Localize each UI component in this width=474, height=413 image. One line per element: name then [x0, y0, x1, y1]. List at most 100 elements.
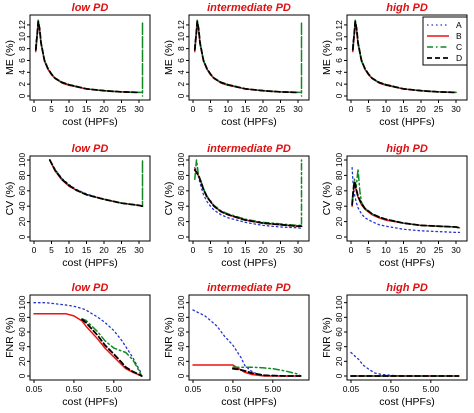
plot-frame [346, 294, 468, 381]
x-tick-label: 15 [241, 245, 251, 255]
plot-frame [188, 14, 310, 101]
x-axis-label: cost (HPFs) [379, 257, 434, 269]
x-tick-label: 20 [416, 245, 426, 255]
x-tick-label: 0.50 [383, 384, 400, 394]
panel-title: intermediate PD [207, 2, 291, 14]
y-tick-label: 12 [176, 20, 186, 30]
y-tick-label: 100 [17, 153, 27, 167]
y-axis-label: FNR (%) [163, 317, 175, 358]
x-tick-label: 5 [366, 104, 371, 114]
y-tick-label: 60 [176, 327, 186, 337]
series-line-A [194, 167, 303, 230]
x-tick-label: 30 [451, 245, 461, 255]
y-tick-label: 40 [334, 201, 344, 211]
x-tick-label: 10 [381, 104, 391, 114]
legend-label: C [456, 42, 462, 52]
x-tick-label: 20 [99, 104, 109, 114]
series-group [33, 302, 143, 377]
y-tick-label: 60 [334, 186, 344, 196]
y-axis-label: ME (%) [321, 40, 333, 75]
x-tick-label: 5 [49, 104, 54, 114]
x-tick-label: 30 [293, 245, 303, 255]
x-tick-label: 20 [258, 104, 268, 114]
y-tick-label: 100 [176, 295, 186, 309]
panel-title: high PD [386, 282, 428, 294]
y-tick-label: 80 [17, 170, 27, 180]
series-line-D [81, 318, 143, 377]
plot-frame [346, 155, 468, 242]
series-group [48, 159, 144, 208]
y-tick-label: 2 [17, 82, 27, 87]
y-axis-label: CV (%) [321, 182, 333, 216]
series-group [193, 159, 303, 230]
x-tick-label: 15 [241, 104, 251, 114]
y-tick-label: 100 [334, 295, 344, 309]
plot-frame [188, 155, 310, 242]
y-tick-label: 12 [334, 20, 344, 30]
legend-label: A [456, 20, 462, 30]
y-tick-label: 0 [176, 234, 186, 239]
y-tick-label: 8 [176, 46, 186, 51]
y-tick-label: 100 [17, 295, 27, 309]
series-line-C [49, 159, 144, 207]
series-line-D [351, 20, 457, 94]
y-tick-label: 4 [176, 70, 186, 75]
y-axis-label: FNR (%) [4, 317, 16, 358]
series-line-A [351, 167, 461, 234]
series-line-D [34, 20, 140, 94]
x-tick-label: 0 [32, 104, 37, 114]
y-tick-label: 40 [17, 342, 27, 352]
series-group [350, 351, 460, 377]
x-tick-label: 25 [434, 245, 444, 255]
y-tick-label: 10 [334, 32, 344, 42]
y-tick-label: 0 [17, 93, 27, 98]
y-tick-label: 0 [176, 93, 186, 98]
x-tick-label: 5 [366, 245, 371, 255]
y-tick-label: 40 [176, 342, 186, 352]
x-tick-label: 0 [191, 245, 196, 255]
y-tick-label: 0 [17, 373, 27, 378]
panel-title: intermediate PD [207, 282, 291, 294]
x-axis-label: cost (HPFs) [221, 257, 276, 269]
y-tick-label: 40 [334, 342, 344, 352]
y-tick-label: 10 [17, 32, 27, 42]
series-line-B [351, 182, 461, 229]
x-tick-label: 20 [258, 245, 268, 255]
y-tick-label: 20 [334, 356, 344, 366]
y-axis-label: FNR (%) [321, 317, 333, 358]
y-tick-label: 80 [17, 312, 27, 322]
panel-r1-c2: intermediate PD 0 5 10 15 20 25 30 0 2 4 6 8 10 12 cost… [163, 2, 310, 128]
y-axis-label: CV (%) [4, 182, 16, 216]
panel-r2-c2: intermediate PD 0 5 10 15 20 25 30 0 20 40 60 80 100 c… [163, 143, 310, 269]
x-axis-label: cost (HPFs) [62, 396, 117, 408]
x-tick-label: 25 [276, 245, 286, 255]
x-tick-label: 5.00 [265, 384, 282, 394]
series-group [351, 19, 457, 94]
plot-frame [29, 14, 151, 101]
y-axis-label: CV (%) [163, 182, 175, 216]
y-tick-label: 60 [17, 327, 27, 337]
x-tick-label: 0.05 [26, 384, 43, 394]
panel-title: low PD [72, 2, 109, 14]
x-tick-label: 0 [349, 245, 354, 255]
y-tick-label: 0 [334, 234, 344, 239]
y-tick-label: 6 [17, 58, 27, 63]
series-line-B [49, 159, 144, 207]
y-tick-label: 20 [176, 217, 186, 227]
legend-label: B [456, 31, 462, 41]
panel-title: low PD [72, 143, 109, 155]
panel-title: high PD [386, 2, 428, 14]
legend-label: D [456, 53, 462, 63]
panel-r2-c3: high PD 0 5 10 15 20 25 30 0 20 40 60 80 100 cost (HPF… [321, 143, 468, 269]
series-line-C [81, 318, 143, 377]
series-group [34, 19, 144, 97]
series-line-A [350, 351, 460, 377]
panel-r3-c3: high PD 0.05 0.50 5.00 0 20 40 60 80 100 cost (HPF… [321, 282, 468, 408]
y-tick-label: 20 [334, 217, 344, 227]
series-line-A [194, 20, 299, 94]
plot-frame [29, 294, 151, 381]
y-tick-label: 4 [17, 70, 27, 75]
series-line-B [35, 21, 140, 94]
series-line-D [351, 180, 461, 229]
